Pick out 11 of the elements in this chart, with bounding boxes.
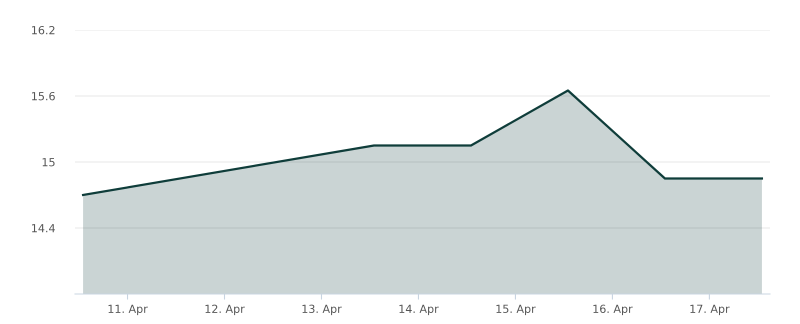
x-tick-label: 13. Apr xyxy=(302,304,342,316)
x-tick-label: 14. Apr xyxy=(399,304,439,316)
y-tick-label: 14.4 xyxy=(32,224,55,232)
y-tick-label: 16.2 xyxy=(32,26,54,34)
x-tick-label: 11. Apr xyxy=(108,304,148,316)
y-tick-label: 15.6 xyxy=(32,92,55,100)
x-tick-label: 17. Apr xyxy=(690,304,730,316)
x-tick-label: 15. Apr xyxy=(496,304,536,316)
x-tick-label: 16. Apr xyxy=(593,304,633,316)
y-tick-label: 15 xyxy=(42,158,55,166)
x-tick-label: 12. Apr xyxy=(206,304,245,316)
